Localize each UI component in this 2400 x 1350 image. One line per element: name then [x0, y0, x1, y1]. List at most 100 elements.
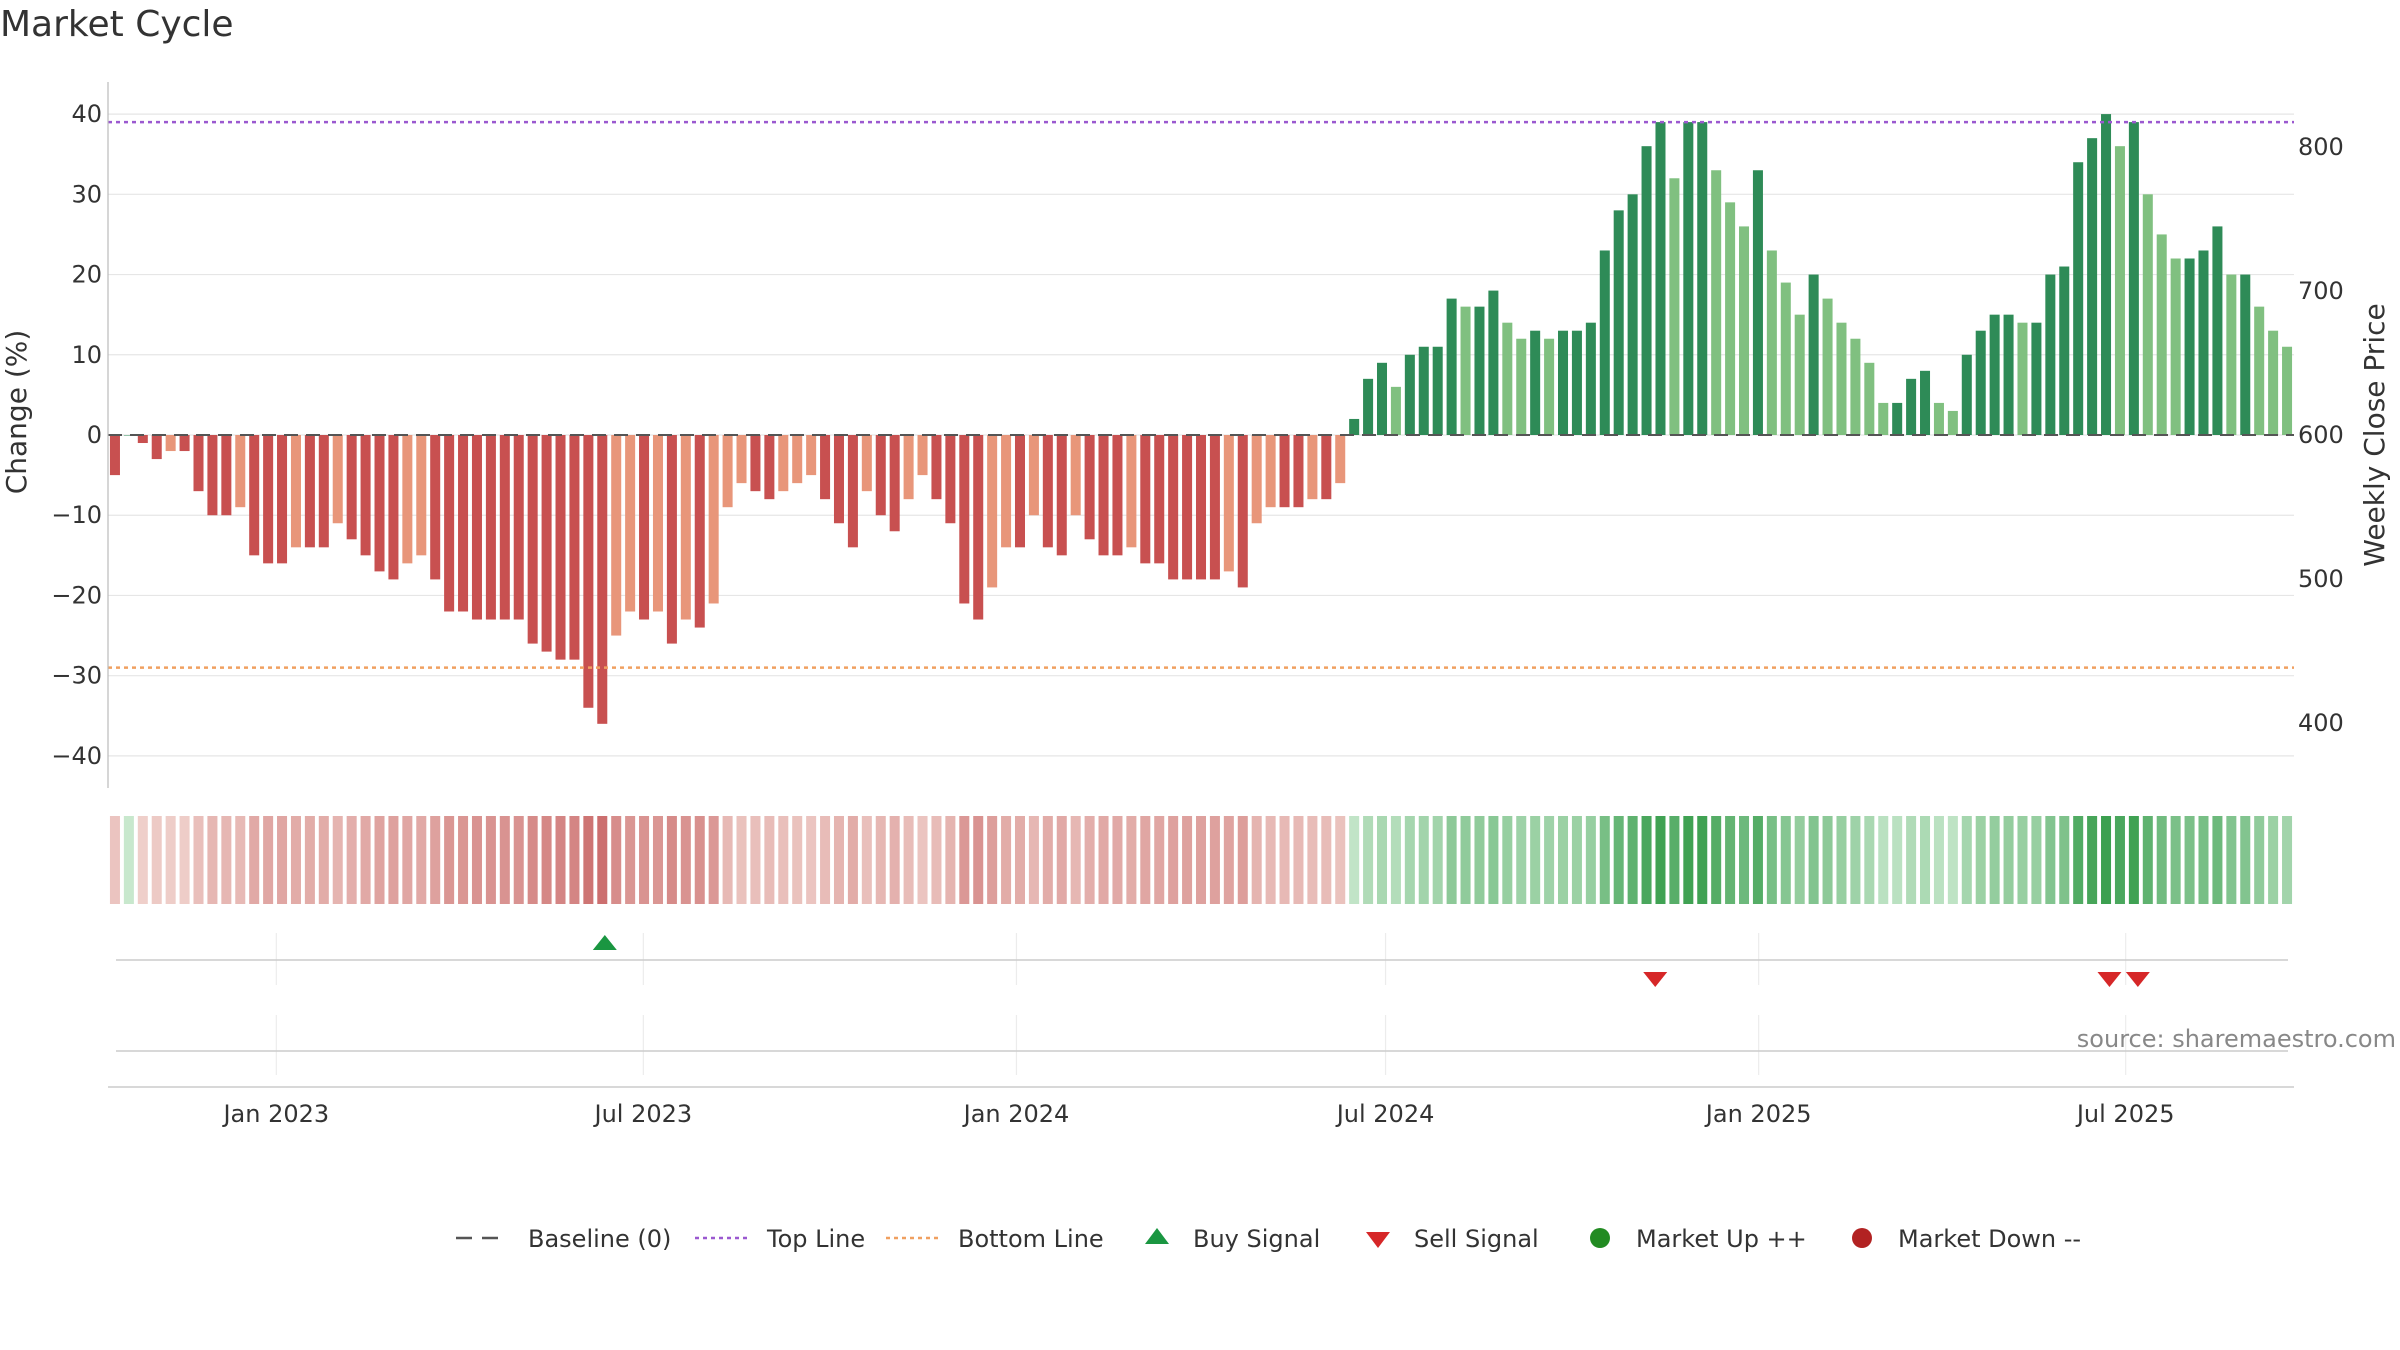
bar [2114, 146, 2125, 435]
heat-cell [792, 816, 803, 904]
signal-panel [116, 933, 2288, 987]
heat-cell [1599, 816, 1610, 904]
heat-cell [1307, 816, 1318, 904]
bar [1627, 194, 1638, 435]
bar [1544, 338, 1555, 435]
legend-item: Market Down -- [1852, 1225, 2081, 1253]
bar [1446, 298, 1457, 435]
heat-cell [1752, 816, 1763, 904]
bar [945, 435, 956, 524]
heat-cell [708, 816, 719, 904]
heat-cell [2240, 816, 2251, 904]
heat-cell [1126, 816, 1137, 904]
heat-cell [1070, 816, 1081, 904]
bar [277, 435, 288, 564]
legend-item: Sell Signal [1366, 1225, 1539, 1253]
heat-cell [1376, 816, 1388, 904]
bar [1558, 330, 1569, 435]
y-right-tick-label: 600 [2298, 421, 2344, 449]
heat-cell [1641, 816, 1652, 904]
y-tick-label: 0 [87, 421, 102, 449]
sell-signal-marker [2097, 972, 2122, 987]
heat-cell [1878, 816, 1889, 904]
heat-cell [1390, 816, 1401, 904]
bar [1056, 435, 1067, 556]
bar [2226, 274, 2237, 435]
buy-signal-marker [592, 935, 617, 950]
bar [973, 435, 984, 620]
heat-cell [221, 816, 232, 904]
x-tick-label: Jan 2024 [962, 1100, 1070, 1128]
bar [1822, 298, 1833, 435]
heat-cell [471, 816, 482, 904]
bar [221, 435, 232, 516]
y-tick-label: −30 [51, 662, 102, 690]
bar [1697, 122, 1708, 436]
bar [1321, 435, 1332, 500]
bar [527, 435, 538, 644]
heat-cell [639, 816, 650, 904]
heat-cell [1195, 816, 1207, 904]
heat-cell [1794, 816, 1805, 904]
heat-cell [1655, 816, 1666, 904]
heat-cell [1349, 816, 1360, 904]
bar [2128, 122, 2139, 436]
bar [1237, 435, 1248, 588]
legend: Baseline (0) Top Line Bottom Line Buy Signa… [456, 1225, 2081, 1253]
heat-cell [179, 816, 190, 904]
bar [903, 435, 914, 500]
bar [569, 435, 580, 660]
heat-cell [1989, 816, 2000, 904]
heat-cell [847, 816, 858, 904]
heat-cell [290, 816, 301, 904]
heat-cell [1223, 816, 1234, 904]
x-tick-label: Jan 2025 [1704, 1100, 1812, 1128]
bar [471, 435, 482, 620]
bar [165, 435, 176, 452]
heat-cell [2268, 816, 2279, 904]
bar [694, 435, 705, 628]
bar [2017, 322, 2028, 435]
heat-cell [193, 816, 204, 904]
heat-cell [1237, 816, 1248, 904]
heat-cell [861, 816, 872, 904]
bar [402, 435, 413, 564]
bar [1947, 410, 1958, 435]
bar [1474, 306, 1485, 435]
bar [304, 435, 315, 548]
bar [123, 435, 134, 436]
heat-cell [1140, 816, 1151, 904]
market-panel [116, 1015, 2288, 1075]
heat-cell [1293, 816, 1304, 904]
heat-cell [137, 816, 148, 904]
bar [792, 435, 803, 484]
bar [1711, 170, 1722, 435]
bar [444, 435, 455, 612]
bar [388, 435, 399, 580]
heat-cell [499, 816, 510, 904]
bar [1279, 435, 1290, 508]
heat-cell [1014, 816, 1025, 904]
bar [1223, 435, 1234, 572]
heat-cell [1961, 816, 1972, 904]
legend-label: Sell Signal [1414, 1225, 1539, 1253]
bar [708, 435, 719, 604]
heat-cell [1209, 816, 1220, 904]
heat-cell [1808, 816, 1819, 904]
y-tick-label: −40 [51, 742, 102, 770]
bar [1349, 418, 1360, 435]
bar [1168, 435, 1179, 580]
bar [1307, 435, 1318, 500]
bar [1516, 338, 1527, 435]
bar [1418, 346, 1429, 435]
heat-cell [1947, 816, 1958, 904]
bar [2268, 330, 2279, 435]
y-tick-label: 30 [71, 180, 102, 208]
bar [1195, 435, 1207, 580]
bar [1585, 322, 1596, 435]
bar [2003, 314, 2014, 435]
bar [806, 435, 817, 476]
bar [959, 435, 970, 604]
heat-cell [1892, 816, 1903, 904]
